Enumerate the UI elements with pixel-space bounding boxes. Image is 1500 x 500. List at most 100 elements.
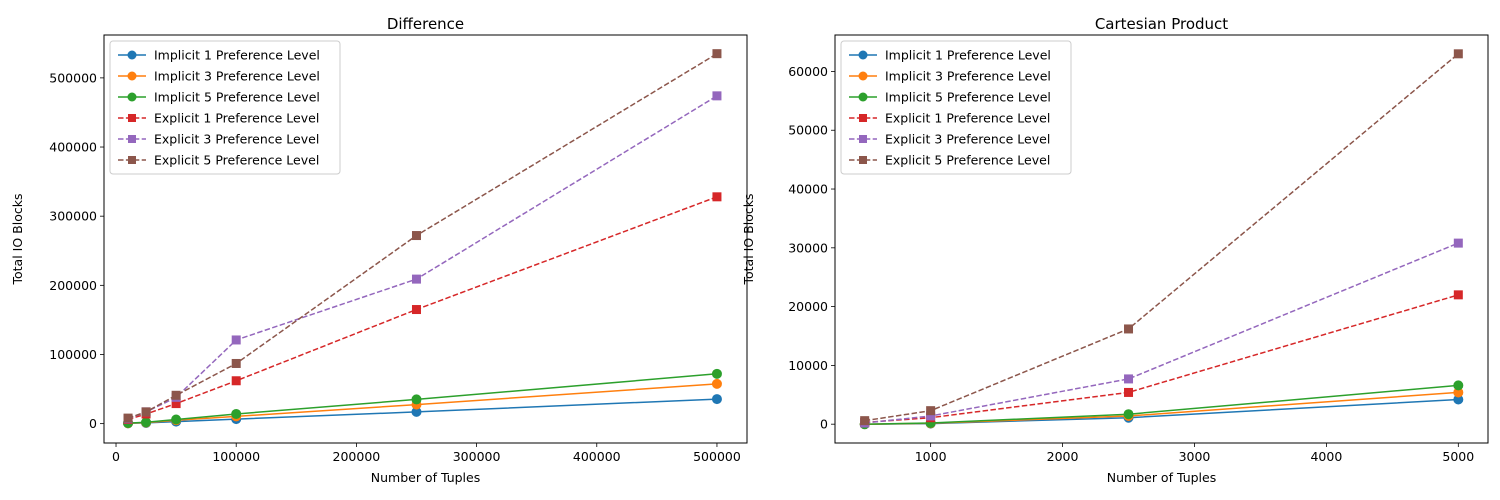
series-line	[864, 391, 1459, 425]
data-point	[411, 394, 422, 405]
data-point	[1453, 238, 1463, 248]
y-tick-label: 0	[820, 417, 828, 432]
data-point	[1124, 374, 1134, 384]
data-point	[231, 358, 241, 368]
data-point	[141, 417, 152, 428]
y-tick-label: 500000	[49, 70, 97, 85]
y-tick-label: 100000	[49, 347, 97, 362]
data-point	[860, 416, 870, 426]
data-point	[926, 406, 936, 416]
series-line	[864, 294, 1459, 424]
data-point	[411, 274, 421, 284]
legend-entry: Implicit 1 Preference Level	[885, 48, 1051, 63]
data-point	[712, 49, 722, 59]
data-point	[411, 305, 421, 315]
data-point	[231, 376, 241, 386]
x-tick-label: 0	[112, 449, 120, 464]
legend-marker	[859, 114, 867, 122]
legend-box	[840, 40, 1072, 175]
data-point	[231, 408, 242, 419]
legend-entry: Implicit 3 Preference Level	[885, 69, 1051, 84]
x-tick-label: 100000	[212, 449, 260, 464]
legend-marker	[858, 71, 868, 81]
y-tick-label: 20000	[788, 299, 828, 314]
chart-title: Difference	[387, 15, 464, 33]
series-line	[864, 242, 1459, 424]
x-tick-label: 300000	[453, 449, 501, 464]
data-point	[711, 394, 722, 405]
legend-marker	[128, 114, 136, 122]
legend: Implicit 1 Preference Level Implicit 3 Pr…	[109, 40, 341, 175]
data-point	[231, 335, 241, 345]
y-axis-label: Total IO Blocks	[10, 194, 25, 286]
y-tick-label: 300000	[49, 209, 97, 224]
plot-frame	[834, 34, 1489, 444]
y-tick-label: 60000	[788, 64, 828, 79]
legend-entry: Explicit 3 Preference Level	[154, 132, 319, 147]
plot-frame	[103, 34, 748, 444]
series-line	[127, 398, 718, 425]
legend-marker	[859, 156, 867, 164]
y-axis-label: Total IO Blocks	[741, 194, 756, 286]
data-point	[1124, 324, 1134, 334]
legend-entry: Implicit 3 Preference Level	[154, 69, 320, 84]
series-line	[864, 384, 1459, 425]
series-line	[864, 53, 1459, 422]
legend-entry: Explicit 3 Preference Level	[885, 132, 1050, 147]
y-tick-label: 40000	[788, 182, 828, 197]
legend: Implicit 1 Preference Level Implicit 3 Pr…	[840, 40, 1072, 175]
legend-marker	[858, 50, 868, 60]
series-line	[127, 373, 718, 424]
legend-entry: Implicit 5 Preference Level	[885, 90, 1051, 105]
legend-marker	[858, 92, 868, 102]
data-point	[711, 368, 722, 379]
data-point	[141, 407, 151, 417]
data-point	[1453, 380, 1464, 391]
data-point	[171, 414, 182, 425]
data-point	[711, 378, 722, 389]
y-tick-label: 0	[89, 416, 97, 431]
x-axis-label: Number of Tuples	[1107, 470, 1216, 485]
data-point	[411, 231, 421, 241]
data-point	[712, 192, 722, 202]
x-tick-label: 2000	[1047, 449, 1079, 464]
y-tick-label: 50000	[788, 123, 828, 138]
legend-entry: Explicit 5 Preference Level	[885, 153, 1050, 168]
legend-entry: Implicit 1 Preference Level	[154, 48, 320, 63]
series-line	[127, 196, 718, 421]
legend-box	[109, 40, 341, 175]
data-point	[123, 413, 133, 423]
legend-entry: Explicit 1 Preference Level	[154, 111, 319, 126]
data-point	[1123, 409, 1134, 420]
x-tick-label: 400000	[573, 449, 621, 464]
y-tick-label: 200000	[49, 278, 97, 293]
data-point	[1453, 49, 1463, 59]
chart-title: Cartesian Product	[1095, 15, 1228, 33]
legend-marker	[128, 156, 136, 164]
difference-chart: Difference 0 100000 200000 300000 400000 50000…	[10, 15, 748, 485]
legend-marker	[859, 135, 867, 143]
data-point	[712, 91, 722, 101]
data-point	[1453, 290, 1463, 300]
legend-entry: Explicit 5 Preference Level	[154, 153, 319, 168]
x-tick-label: 4000	[1310, 449, 1342, 464]
plot-area	[859, 49, 1464, 430]
y-tick-label: 10000	[788, 358, 828, 373]
legend-entry: Explicit 1 Preference Level	[885, 111, 1050, 126]
y-tick-label: 30000	[788, 240, 828, 255]
x-tick-label: 1000	[915, 449, 947, 464]
x-tick-label: 3000	[1179, 449, 1211, 464]
y-tick-label: 400000	[49, 140, 97, 155]
x-tick-label: 5000	[1442, 449, 1474, 464]
x-axis-label: Number of Tuples	[371, 470, 480, 485]
legend-marker	[127, 71, 137, 81]
data-point	[1124, 387, 1134, 397]
legend-marker	[128, 135, 136, 143]
x-tick-label: 200000	[333, 449, 381, 464]
legend-entry: Implicit 5 Preference Level	[154, 90, 320, 105]
legend-marker	[127, 92, 137, 102]
plot-area	[123, 49, 722, 429]
data-point	[171, 390, 181, 400]
